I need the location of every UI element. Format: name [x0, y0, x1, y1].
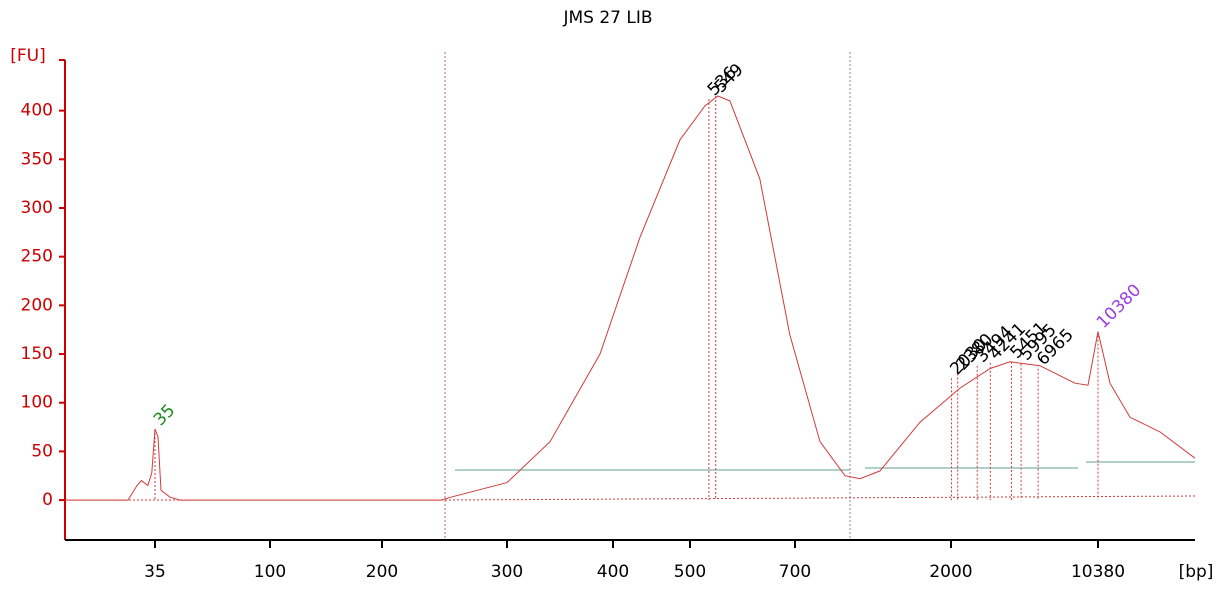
- x-tick-label: 200: [366, 562, 398, 582]
- x-tick-label: 100: [254, 562, 286, 582]
- y-tick-label: 300: [21, 198, 53, 218]
- x-axis-label: [bp]: [1179, 562, 1214, 582]
- y-tick-label: 400: [21, 101, 53, 121]
- y-tick-label: 250: [21, 247, 53, 267]
- y-tick-label: 350: [21, 149, 53, 169]
- x-tick-label: 10380: [1071, 562, 1125, 582]
- y-tick-label: 150: [21, 344, 53, 364]
- trace: [65, 95, 1196, 501]
- y-axis-label: [FU]: [10, 46, 46, 66]
- chart-title: JMS 27 LIB: [562, 8, 652, 28]
- x-tick-label: 500: [674, 562, 706, 582]
- x-tick-label: 400: [597, 562, 629, 582]
- y-tick-label: 100: [21, 393, 53, 413]
- y-tick-label: 0: [42, 490, 53, 510]
- x-tick-label: 700: [779, 562, 811, 582]
- x-tick-label: 2000: [929, 562, 972, 582]
- y-tick-label: 200: [21, 295, 53, 315]
- baseline: [444, 495, 1196, 501]
- x-tick-label: 300: [491, 562, 523, 582]
- x-tick-label: 35: [144, 562, 166, 582]
- peak-label: 10380: [1093, 280, 1145, 332]
- y-tick-label: 50: [31, 441, 53, 461]
- peak-label: 35: [150, 401, 179, 430]
